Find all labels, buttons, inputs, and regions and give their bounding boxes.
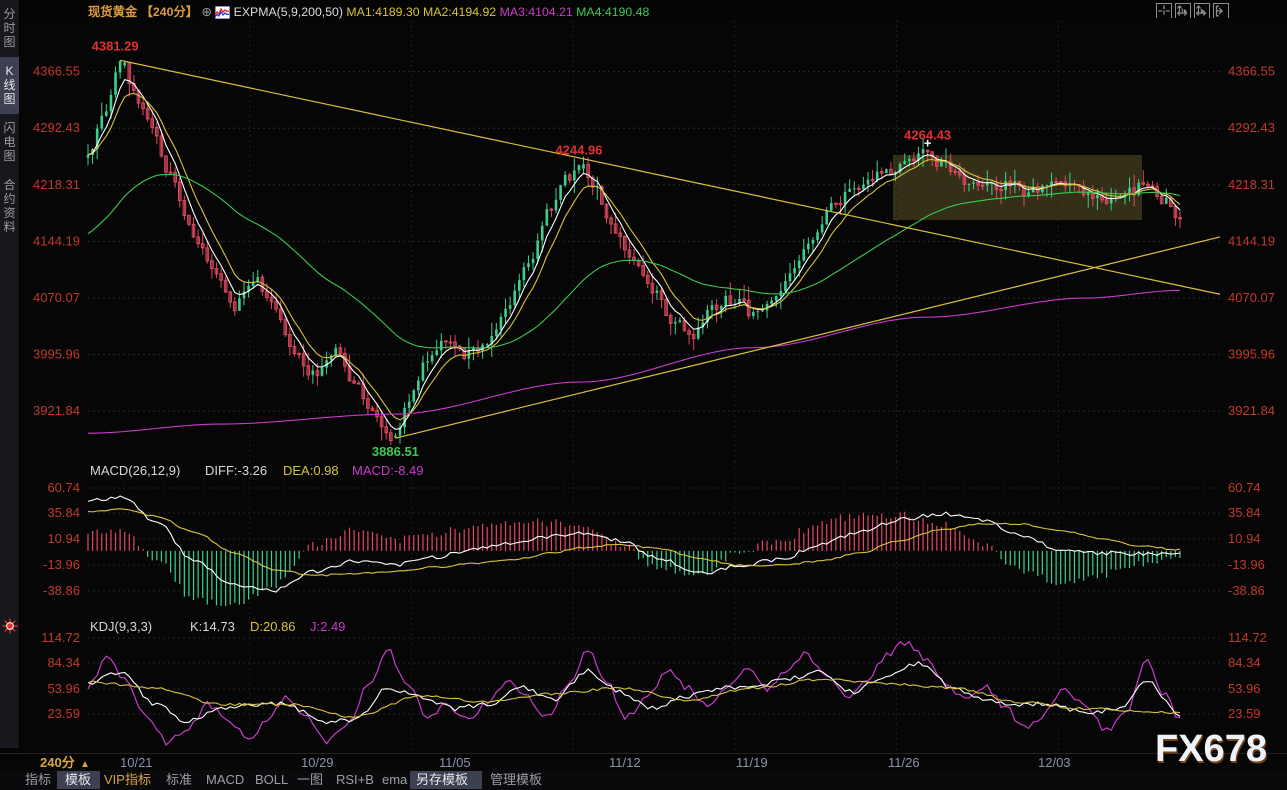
svg-text:-38.86: -38.86 [43, 583, 80, 598]
svg-text:10/21: 10/21 [120, 755, 153, 770]
svg-text:35.84: 35.84 [1228, 505, 1261, 520]
svg-text:114.72: 114.72 [41, 630, 80, 645]
svg-text:60.74: 60.74 [1228, 480, 1261, 495]
svg-text:11/19: 11/19 [736, 755, 768, 770]
svg-text:-13.96: -13.96 [1228, 557, 1265, 572]
svg-text:4144.19: 4144.19 [33, 233, 80, 248]
svg-text:MACD: MACD [206, 772, 244, 787]
svg-text:10.94: 10.94 [1228, 531, 1261, 546]
svg-text:84.34: 84.34 [47, 655, 80, 670]
svg-text:60.74: 60.74 [47, 480, 80, 495]
svg-text:指标: 指标 [25, 772, 51, 787]
svg-text:23.59: 23.59 [1228, 706, 1261, 721]
svg-text:一图: 一图 [297, 772, 323, 787]
svg-text:4440.66: 4440.66 [1228, 20, 1275, 22]
svg-text:MACD(26,12,9): MACD(26,12,9) [90, 463, 180, 478]
svg-text:4292.43: 4292.43 [1228, 120, 1275, 135]
svg-text:10/29: 10/29 [301, 755, 334, 770]
svg-text:BOLL: BOLL [255, 772, 288, 787]
svg-text:11/05: 11/05 [439, 755, 471, 770]
svg-text:4218.31: 4218.31 [33, 177, 80, 192]
svg-text:53.96: 53.96 [47, 681, 80, 696]
svg-text:4440.66: 4440.66 [33, 20, 80, 22]
svg-text:ema: ema [382, 772, 408, 787]
svg-text:标准: 标准 [166, 772, 192, 787]
svg-text:4144.19: 4144.19 [1228, 233, 1275, 248]
svg-text:另存模板: 另存模板 [416, 772, 468, 787]
svg-text:4381.29: 4381.29 [92, 38, 139, 53]
svg-text:RSI+B: RSI+B [336, 772, 374, 787]
svg-text:3921.84: 3921.84 [1228, 403, 1275, 418]
svg-text:VIP指标: VIP指标 [104, 772, 151, 787]
svg-text:10.94: 10.94 [47, 531, 80, 546]
svg-text:3886.51: 3886.51 [372, 444, 419, 459]
svg-text:4218.31: 4218.31 [1228, 177, 1275, 192]
svg-text:114.72: 114.72 [1228, 630, 1267, 645]
svg-text:DIFF:-3.26: DIFF:-3.26 [205, 463, 267, 478]
svg-text:4070.07: 4070.07 [33, 290, 80, 305]
svg-text:3921.84: 3921.84 [33, 403, 80, 418]
svg-text:▲: ▲ [80, 759, 90, 770]
svg-text:11/12: 11/12 [609, 755, 641, 770]
svg-text:4244.96: 4244.96 [555, 142, 602, 157]
svg-text:管理模板: 管理模板 [490, 772, 542, 787]
svg-text:4292.43: 4292.43 [33, 120, 80, 135]
svg-text:-13.96: -13.96 [43, 557, 80, 572]
svg-text:J:2.49: J:2.49 [310, 619, 345, 634]
svg-text:3995.96: 3995.96 [1228, 347, 1275, 362]
svg-text:D:20.86: D:20.86 [250, 619, 296, 634]
svg-text:84.34: 84.34 [1228, 655, 1261, 670]
svg-text:12/03: 12/03 [1038, 755, 1071, 770]
svg-text:23.59: 23.59 [47, 706, 80, 721]
svg-text:53.96: 53.96 [1228, 681, 1261, 696]
svg-text:K:14.73: K:14.73 [190, 619, 235, 634]
svg-text:35.84: 35.84 [47, 505, 80, 520]
svg-text:MACD:-8.49: MACD:-8.49 [352, 463, 424, 478]
svg-text:11/26: 11/26 [888, 755, 920, 770]
svg-text:4366.55: 4366.55 [1228, 64, 1275, 79]
svg-text:模板: 模板 [65, 772, 91, 787]
svg-text:4070.07: 4070.07 [1228, 290, 1275, 305]
svg-text:4366.55: 4366.55 [33, 64, 80, 79]
svg-text:-38.86: -38.86 [1228, 583, 1265, 598]
svg-text:3995.96: 3995.96 [33, 347, 80, 362]
svg-text:DEA:0.98: DEA:0.98 [283, 463, 339, 478]
svg-text:240分: 240分 [40, 755, 75, 770]
svg-text:KDJ(9,3,3): KDJ(9,3,3) [90, 619, 152, 634]
svg-text:+: + [924, 136, 932, 151]
